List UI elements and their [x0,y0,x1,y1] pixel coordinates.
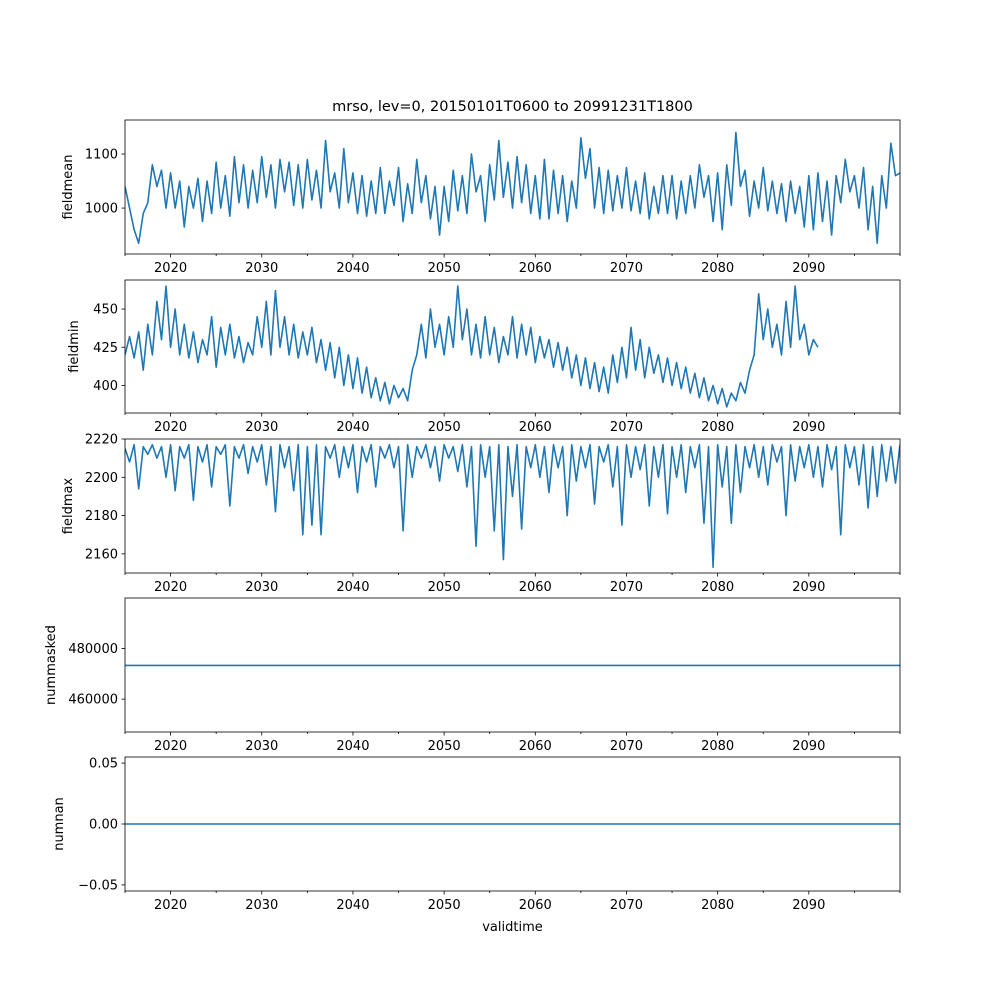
x-tick-label: 2060 [519,261,552,276]
x-tick-label: 2080 [701,261,734,276]
fieldmin-series-line [125,285,819,408]
x-tick-label: 2020 [154,580,187,595]
x-tick-label: 2090 [792,898,825,913]
subplot-numnan: 2020 2030 2040 2050 2060 2070 2080 2090 −0.05 0.0… [52,757,901,913]
subplot-fieldmean: 2020 2030 2040 2050 2060 2070 2080 2090 1000 1100… [61,119,901,276]
x-tick-label: 2090 [792,420,825,435]
y-tick-label: 0.05 [89,757,118,772]
x-tick-label: 2060 [519,420,552,435]
x-tick-label: 2060 [519,580,552,595]
y-tick-label: 425 [93,341,118,356]
y-tick-label: 0.00 [89,818,118,833]
x-tick-label: 2070 [610,739,643,754]
subplot-stack: 2020 2030 2040 2050 2060 2070 2080 2090 1000 1100… [44,119,901,913]
y-tick-label: 2220 [85,433,118,448]
x-tick-label: 2080 [701,580,734,595]
x-tick-label: 2070 [610,580,643,595]
x-tick-label: 2050 [428,580,461,595]
fieldmean-axes-frame [124,119,901,255]
fieldmean-y-axis-label: fieldmean [61,155,76,220]
y-tick-label: 460000 [68,693,118,708]
x-tick-label: 2020 [154,898,187,913]
y-tick-label: 480000 [68,642,118,657]
x-axis-label: validtime [482,920,543,935]
x-tick-label: 2040 [336,739,369,754]
y-tick-label: 450 [93,303,118,318]
fieldmax-y-axis-label: fieldmax [61,478,76,535]
fieldmax-axes-frame [124,438,901,574]
y-tick-label: 2160 [85,547,118,562]
nummasked-y-axis-label: nummasked [44,625,59,705]
x-tick-label: 2080 [701,898,734,913]
x-tick-label: 2040 [336,898,369,913]
x-tick-label: 2020 [154,261,187,276]
subplot-fieldmax: 2020 2030 2040 2050 2060 2070 2080 2090 2160 2180… [61,433,901,595]
x-tick-label: 2080 [701,739,734,754]
x-tick-label: 2020 [154,420,187,435]
x-tick-label: 2070 [610,898,643,913]
x-tick-label: 2060 [519,739,552,754]
fieldmin-y-axis-label: fieldmin [67,320,82,373]
subplot-nummasked: 2020 2030 2040 2050 2060 2070 2080 2090 460000 48… [44,597,901,754]
x-tick-label: 2090 [792,739,825,754]
x-tick-label: 2080 [701,420,734,435]
subplot-fieldmin: 2020 2030 2040 2050 2060 2070 2080 2090 400 425 45… [67,279,901,435]
x-tick-label: 2040 [336,580,369,595]
x-tick-label: 2070 [610,261,643,276]
fieldmean-series-line [125,131,900,244]
x-tick-label: 2030 [245,580,278,595]
y-tick-label: 1000 [85,202,118,217]
figure-title: mrso, lev=0, 20150101T0600 to 20991231T1… [332,99,693,115]
x-tick-label: 2090 [792,580,825,595]
x-tick-label: 2050 [428,420,461,435]
y-tick-label: 2200 [85,471,118,486]
x-tick-label: 2030 [245,898,278,913]
x-tick-label: 2050 [428,261,461,276]
fieldmin-axes-frame [124,279,901,414]
y-tick-label: 1100 [85,148,118,163]
nummasked-axes-frame [124,597,901,733]
x-tick-label: 2030 [245,739,278,754]
y-tick-label: −0.05 [78,878,118,893]
x-tick-label: 2040 [336,261,369,276]
y-tick-label: 2180 [85,509,118,524]
x-tick-label: 2060 [519,898,552,913]
x-tick-label: 2090 [792,261,825,276]
x-tick-label: 2020 [154,739,187,754]
x-tick-label: 2070 [610,420,643,435]
x-tick-label: 2050 [428,898,461,913]
x-tick-label: 2050 [428,739,461,754]
x-tick-label: 2030 [245,261,278,276]
x-tick-label: 2030 [245,420,278,435]
x-tick-label: 2040 [336,420,369,435]
y-tick-label: 400 [93,379,118,394]
fieldmax-series-line [125,443,900,569]
numnan-y-axis-label: numnan [52,797,67,851]
